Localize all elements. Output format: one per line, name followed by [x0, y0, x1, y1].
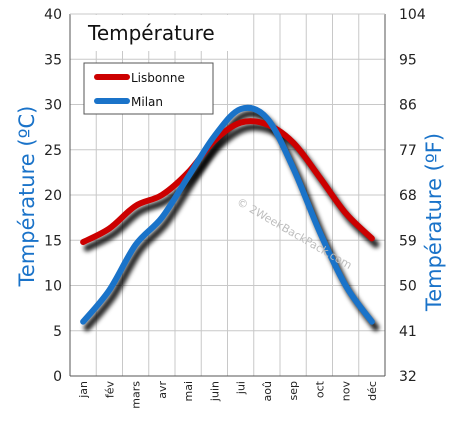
y-tick-right-label: 95 — [399, 52, 417, 68]
y-tick-left-label: 0 — [53, 369, 62, 385]
y-tick-right-label: 50 — [399, 279, 417, 295]
x-tick-label: fév — [103, 381, 116, 399]
y-tick-left-label: 40 — [44, 7, 62, 23]
y-tick-right-label: 59 — [399, 233, 417, 249]
y-tick-left-label: 10 — [44, 279, 62, 295]
y-tick-left-label: 15 — [44, 233, 62, 249]
y-axis-label-left: Température (ºC) — [15, 106, 39, 288]
y-ticks-right: 32 41 50 59 68 77 86 95 104 — [399, 7, 426, 385]
series-line-milan — [80, 104, 375, 325]
y-tick-right-label: 77 — [399, 143, 417, 159]
x-tick-label: mars — [130, 381, 143, 409]
y-axis-label-right: Température (ºF) — [422, 133, 446, 312]
y-tick-left-label: 25 — [44, 143, 62, 159]
legend-box — [83, 62, 214, 115]
x-tick-label: sep — [287, 381, 300, 400]
x-tick-label: aoû — [261, 381, 274, 401]
y-tick-right-label: 32 — [399, 369, 417, 385]
y-tick-right-label: 41 — [399, 324, 417, 340]
series-line-lisbonne — [80, 118, 375, 246]
y-tick-left-label: 30 — [44, 98, 62, 114]
y-tick-left-label: 5 — [53, 324, 62, 340]
y-tick-left-label: 35 — [44, 52, 62, 68]
y-tick-left-label: 20 — [44, 188, 62, 204]
chart-title: Température — [87, 21, 215, 45]
y-tick-right-label: 68 — [399, 188, 417, 204]
x-tick-label: oct — [313, 380, 326, 398]
axes — [69, 13, 386, 377]
title-box — [76, 15, 235, 51]
x-tick-label: nov — [340, 381, 353, 402]
legend: Lisbonne Milan — [83, 62, 214, 115]
x-tick-label: mai — [182, 381, 195, 402]
x-tick-label: jan — [77, 381, 90, 399]
series-lines — [80, 104, 375, 325]
y-tick-right-label: 104 — [399, 7, 426, 23]
x-tick-label: avr — [156, 381, 169, 399]
x-tick-label: juin — [208, 381, 221, 402]
x-tick-label: jui — [235, 381, 248, 395]
y-tick-right-label: 86 — [399, 98, 417, 114]
legend-label-milan: Milan — [131, 95, 163, 109]
x-ticks: jan fév mars avr mai juin jui aoû sep oct nov déc — [77, 380, 379, 408]
legend-label-lisbonne: Lisbonne — [131, 71, 185, 85]
x-tick-label: déc — [366, 381, 379, 401]
y-ticks-left: 0 5 10 15 20 25 30 35 40 — [44, 7, 62, 385]
